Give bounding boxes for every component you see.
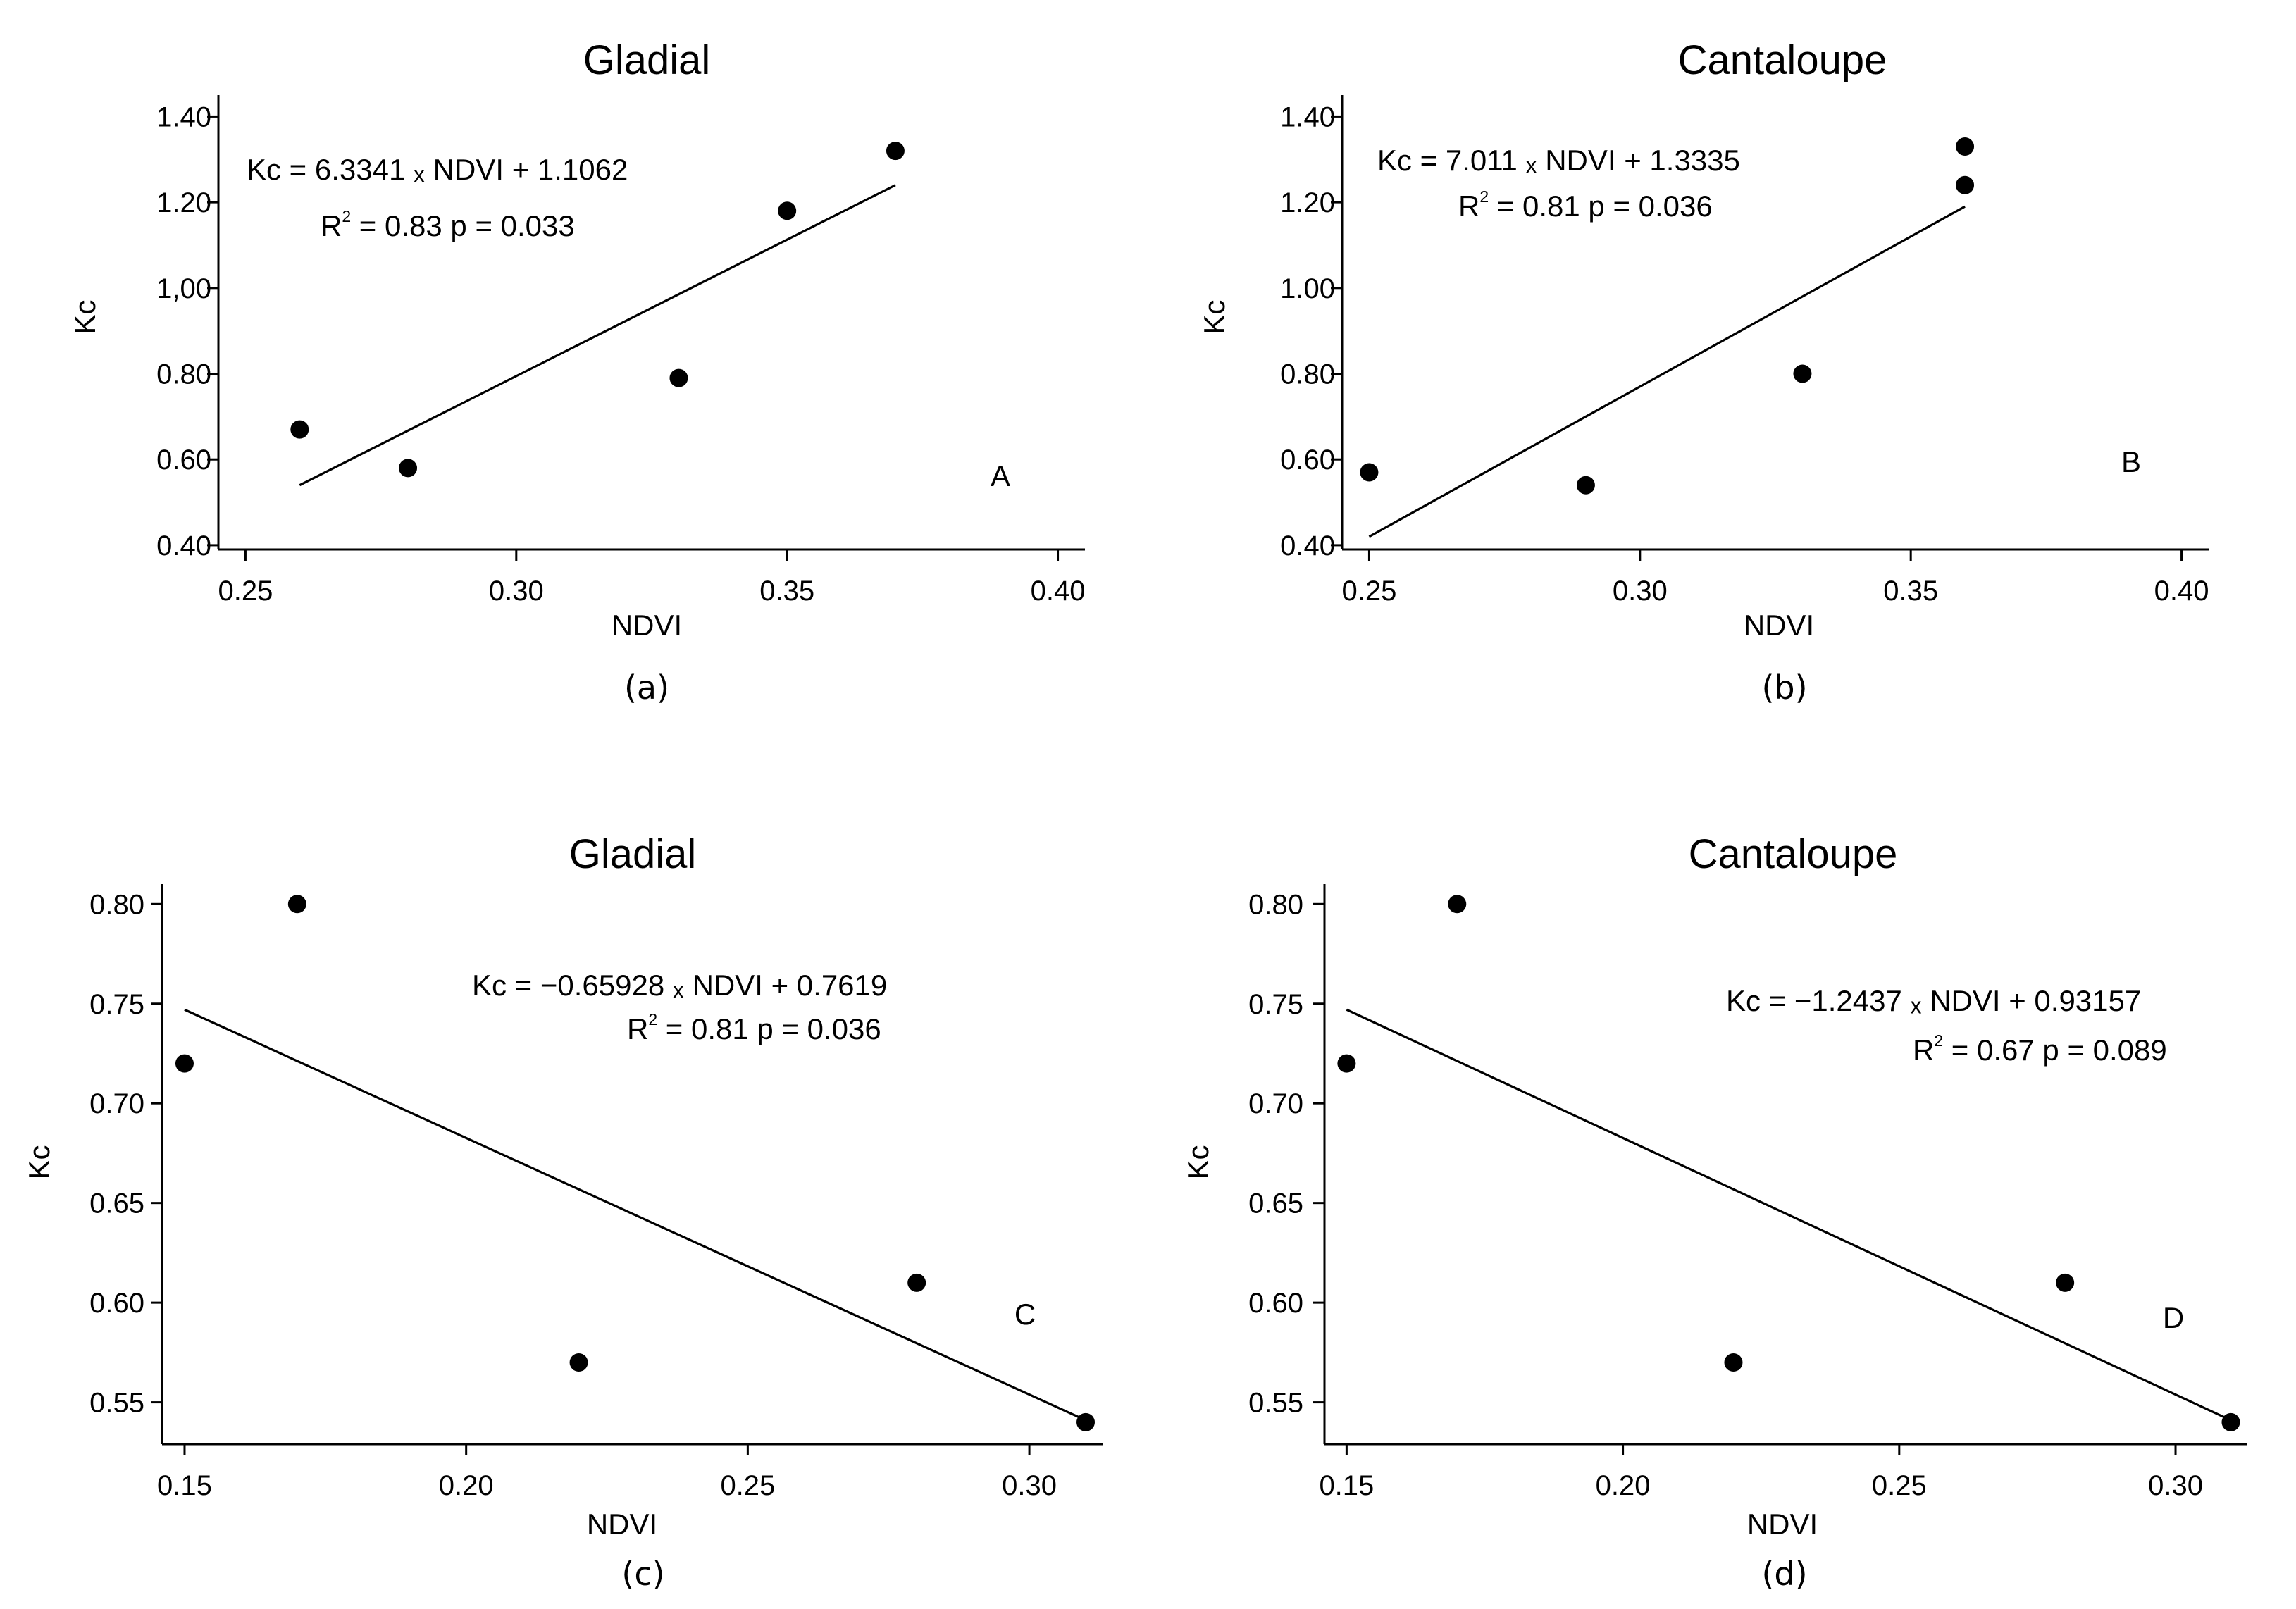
- x-tick-label: 0.30: [1613, 576, 1668, 607]
- regression-line: [1368, 205, 1966, 538]
- panel-letter: A: [991, 459, 1010, 492]
- panel-caption: (c): [621, 1555, 664, 1593]
- y-tick-label: 0.40: [1280, 530, 1335, 561]
- x-tick-label: 0.25: [218, 576, 273, 607]
- data-point: [1360, 463, 1379, 482]
- equation-label: Kc = −0.65928 x NDVI + 0.7619: [472, 969, 887, 1002]
- x-axis-label: NDVI: [612, 609, 682, 642]
- data-point: [1076, 1412, 1096, 1431]
- y-tick-label: 0.75: [89, 989, 144, 1020]
- x-tick-label: 0.20: [439, 1470, 494, 1501]
- x-tick-label: 0.40: [2154, 576, 2209, 607]
- panel-a: 1.401.201,000.800.600.400.25 0.30 0.35 0.40…: [68, 37, 1085, 707]
- y-tick-label: 0.80: [1248, 889, 1303, 920]
- panel-letter: C: [1014, 1298, 1036, 1331]
- y-tick-label: 0.80: [1280, 359, 1335, 390]
- data-point: [2056, 1273, 2075, 1292]
- data-point: [569, 1353, 588, 1372]
- x-tick-label: 0.20: [1596, 1470, 1651, 1501]
- data-point: [290, 420, 309, 439]
- panel-caption: (b): [1761, 669, 1807, 707]
- panel-caption: (d): [1761, 1555, 1807, 1593]
- x-tick-label: 0.25: [1872, 1470, 1927, 1501]
- y-tick-label: 0.60: [89, 1288, 144, 1319]
- data-point: [1956, 175, 1975, 194]
- chart-title: Cantaloupe: [1678, 37, 1887, 83]
- x-tick-label: 0.15: [157, 1470, 212, 1501]
- x-tick-label: 0.30: [2148, 1470, 2203, 1501]
- x-axis-label: NDVI: [587, 1508, 657, 1541]
- panel-b: 1.401.201.000.800.600.400.25 0.30 0.35 0.40…: [1198, 37, 2209, 707]
- y-tick-label: 0.60: [1280, 445, 1335, 476]
- data-point: [399, 459, 418, 478]
- y-tick-label: 1.40: [1280, 101, 1335, 132]
- data-point: [1724, 1353, 1743, 1372]
- y-tick-label: 1,00: [156, 273, 211, 304]
- chart-title: Gladial: [569, 831, 697, 877]
- y-tick-label: 0.65: [89, 1188, 144, 1219]
- y-tick-label: 1.40: [156, 101, 211, 132]
- stats-label: R2 = 0.67 p = 0.089: [1913, 1031, 2167, 1067]
- y-tick-label: 0.55: [89, 1388, 144, 1419]
- regression-line: [299, 184, 896, 487]
- y-axis-label: Kc: [68, 299, 101, 334]
- equation-label: Kc = 6.3341 x NDVI + 1.1062: [247, 153, 628, 187]
- equation-label: Kc = 7.011 x NDVI + 1.3335: [1377, 144, 1740, 178]
- data-point: [287, 895, 306, 914]
- y-tick-label: 0.80: [156, 359, 211, 390]
- data-point: [2221, 1412, 2240, 1431]
- panel-c: 0.80 0.75 0.70 0.65 0.60 0.55 0.15 0.20 0.25 0.30…: [23, 831, 1103, 1593]
- panel-letter: D: [2163, 1301, 2184, 1334]
- x-tick-label: 0.30: [489, 576, 544, 607]
- y-tick-label: 0.75: [1248, 989, 1303, 1020]
- data-point: [778, 201, 797, 220]
- y-axis-label: Kc: [1181, 1145, 1215, 1179]
- x-tick-label: 0.15: [1319, 1470, 1374, 1501]
- y-tick-label: 0.80: [89, 889, 144, 920]
- y-tick-label: 0.60: [1248, 1288, 1303, 1319]
- chart-title: Gladial: [583, 37, 711, 83]
- y-axis-label: Kc: [23, 1145, 56, 1179]
- data-point: [1793, 364, 1812, 383]
- y-tick-label: 0.60: [156, 445, 211, 476]
- regression-line: [1346, 1008, 2232, 1422]
- stats-label: R2 = 0.83 p = 0.033: [321, 207, 575, 242]
- y-tick-label: 1.20: [1280, 187, 1335, 218]
- chart-title: Cantaloupe: [1689, 831, 1898, 877]
- data-point: [907, 1273, 926, 1292]
- equation-label: Kc = −1.2437 x NDVI + 0.93157: [1726, 984, 2141, 1018]
- panel-letter: B: [2121, 445, 2141, 478]
- x-tick-label: 0.25: [720, 1470, 775, 1501]
- data-point: [669, 368, 688, 387]
- y-tick-label: 0.55: [1248, 1388, 1303, 1419]
- stats-label: R2 = 0.81 p = 0.036: [1458, 187, 1713, 223]
- x-tick-label: 0.25: [1342, 576, 1397, 607]
- y-tick-label: 0.70: [1248, 1088, 1303, 1119]
- regression-line: [184, 1008, 1086, 1422]
- y-tick-label: 1.00: [1280, 273, 1335, 304]
- x-tick-label: 0.30: [1002, 1470, 1057, 1501]
- y-tick-label: 0.70: [89, 1088, 144, 1119]
- y-tick-label: 1.20: [156, 187, 211, 218]
- y-axis-label: Kc: [1198, 299, 1231, 334]
- data-point: [1337, 1054, 1356, 1073]
- x-tick-label: 0.35: [1883, 576, 1938, 607]
- data-point: [1576, 476, 1595, 495]
- data-point: [886, 142, 905, 161]
- data-point: [1956, 137, 1975, 156]
- panel-d: 0.80 0.75 0.70 0.65 0.60 0.55 0.15 0.20 0.25 0.30…: [1181, 831, 2247, 1593]
- x-tick-label: 0.35: [759, 576, 814, 607]
- panel-caption: (a): [624, 669, 669, 707]
- y-tick-label: 0.40: [156, 530, 211, 561]
- stats-label: R2 = 0.81 p = 0.036: [627, 1010, 881, 1045]
- data-point: [175, 1054, 194, 1073]
- x-tick-label: 0.40: [1031, 576, 1086, 607]
- data-point: [1448, 895, 1467, 914]
- y-tick-label: 0.65: [1248, 1188, 1303, 1219]
- x-axis-label: NDVI: [1744, 609, 1814, 642]
- x-axis-label: NDVI: [1747, 1508, 1818, 1541]
